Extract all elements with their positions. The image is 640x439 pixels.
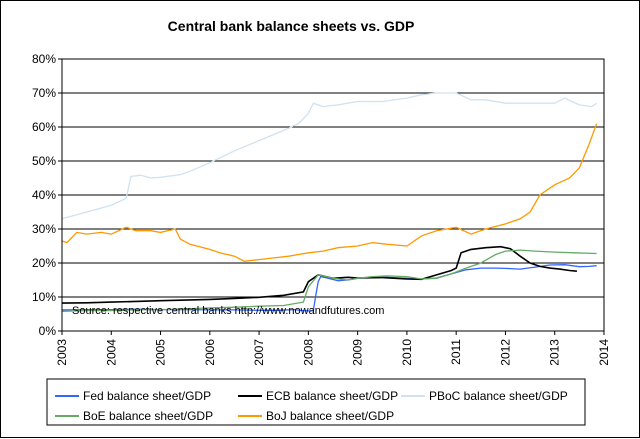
series-line-pboc [61,92,597,220]
legend-box [46,378,586,426]
y-tick-label: 10% [32,290,56,304]
y-tick-label: 70% [32,86,56,100]
x-tick-label: 2006 [203,339,217,366]
x-tick-label: 2008 [301,339,315,366]
legend-label: BoE balance sheet/GDP [83,409,213,423]
series-line-ecb [61,245,577,304]
x-tick-label: 2012 [498,339,512,366]
legend-label: Fed balance sheet/GDP [83,389,211,403]
y-tick-label: 40% [32,188,56,202]
axes: 0% 10% 20% 30% 40% 50% 60% 70% 80% 2003 2004 2005 20… [32,52,611,366]
series-line-fed [61,264,597,312]
series-line-boe [61,249,597,312]
y-tick-label: 30% [32,222,56,236]
chart-title: Central bank balance sheets vs. GDP [168,18,415,34]
series-line-boj [61,123,598,262]
y-tick-label: 0% [39,324,57,338]
x-tick-label: 2004 [104,339,118,366]
x-tick-label: 2011 [449,339,463,365]
legend-label: ECB balance sheet/GDP [266,389,398,403]
plot-border [61,58,605,332]
y-tick-label: 20% [32,256,56,270]
legend: Fed balance sheet/GDP ECB balance sheet/G… [46,378,586,426]
series-lines [61,92,598,312]
x-tick-label: 2014 [597,339,611,366]
y-tick-label: 60% [32,120,56,134]
x-tick-label: 2007 [252,339,266,366]
y-tick-label: 50% [32,154,56,168]
legend-label: PBoC balance sheet/GDP [429,389,568,403]
x-tick-label: 2009 [351,339,365,366]
x-tick-label: 2013 [548,339,562,366]
legend-label: BoJ balance sheet/GDP [266,409,394,423]
source-annotation: Source: respective central banks http://… [72,305,384,317]
y-tick-label: 80% [32,52,56,66]
x-tick-label: 2003 [55,339,69,366]
x-tick-label: 2005 [154,339,168,366]
x-tick-label: 2010 [400,339,414,366]
